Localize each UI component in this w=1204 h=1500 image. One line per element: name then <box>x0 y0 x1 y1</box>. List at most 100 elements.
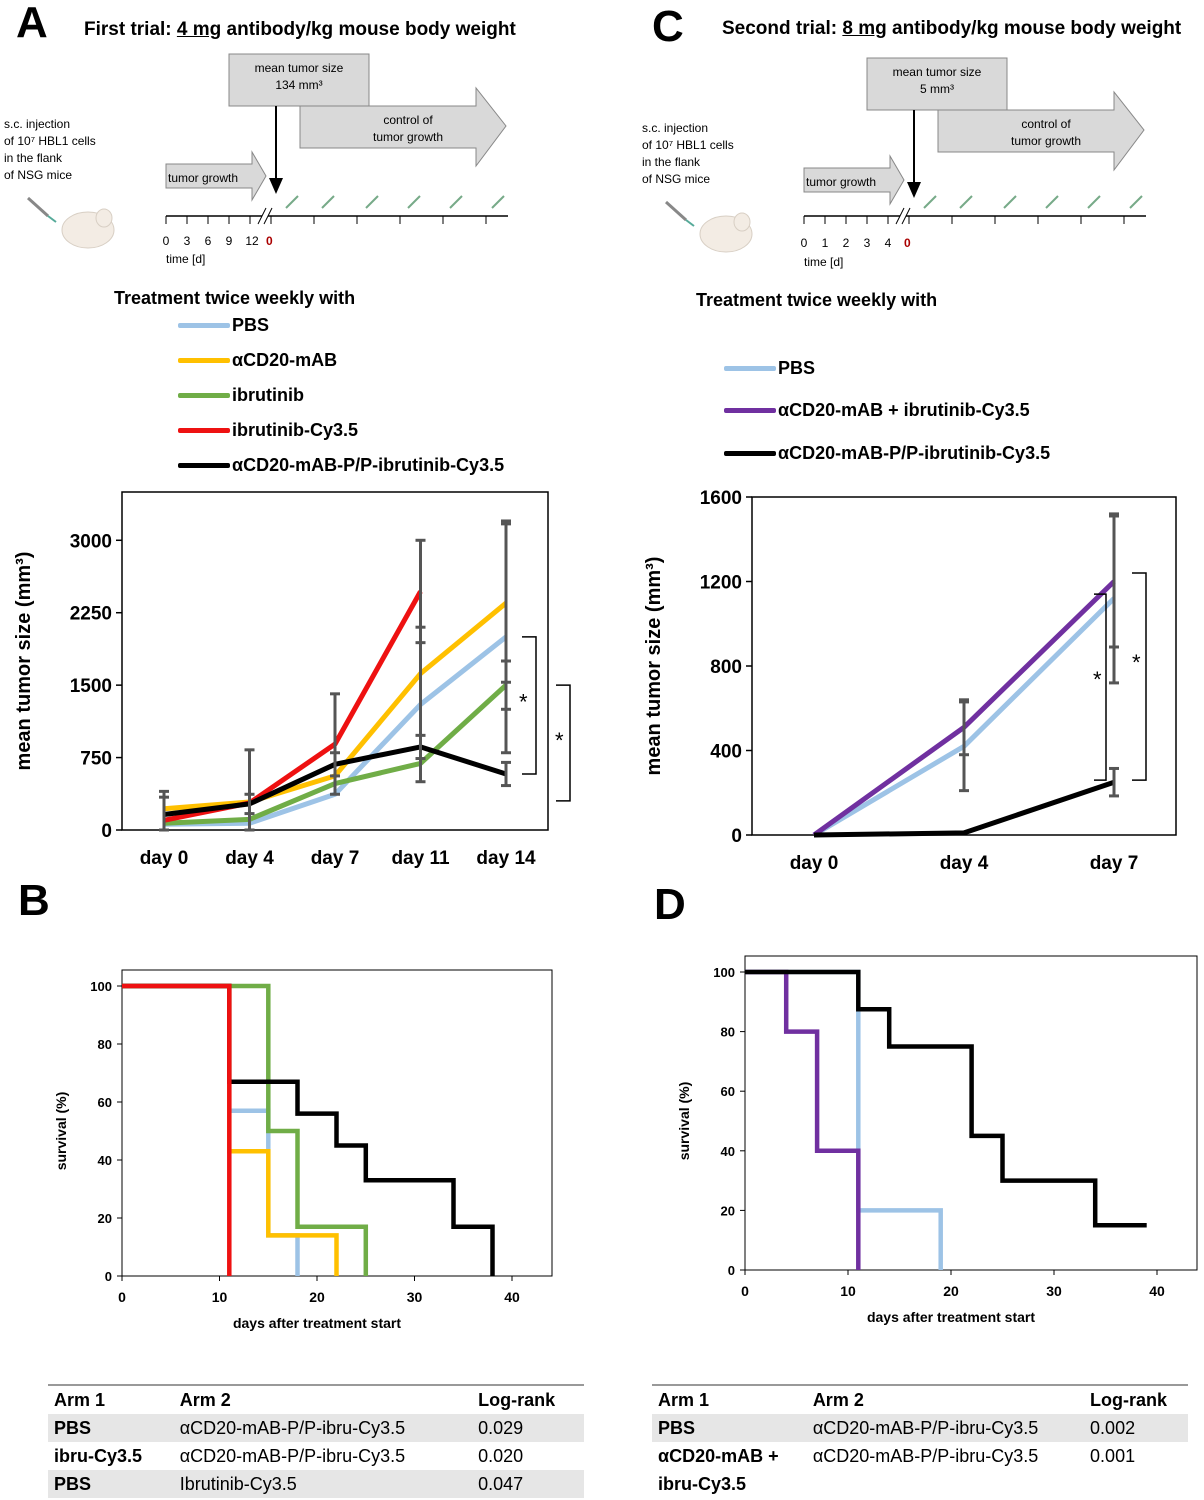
legend-item-acd20: αCD20-mAB <box>178 350 337 371</box>
table-cell: αCD20-mAB-P/P-ibru-Cy3.5 <box>173 1414 473 1442</box>
legend-item-pbs: PBS <box>724 358 815 379</box>
significance-star: * <box>519 689 528 714</box>
y-tick-label: 60 <box>98 1095 112 1110</box>
tick-label: 3 <box>183 234 191 248</box>
table-cell: ibru-Cy3.5 <box>54 1445 143 1466</box>
table-row: PBS αCD20-mAB-P/P-ibru-Cy3.5 0.029 <box>48 1414 584 1442</box>
time-axis-label: time [d] <box>166 252 206 266</box>
table-row: PBS αCD20-mAB-P/P-ibru-Cy3.5 0.002 <box>652 1414 1188 1442</box>
table-cell: ibru-Cy3.5 <box>658 1473 747 1494</box>
legend-item-ibrutinib-cy: ibrutinib-Cy3.5 <box>178 420 358 441</box>
table-cell <box>1084 1470 1188 1498</box>
legend-swatch <box>178 463 230 468</box>
x-tick-label: day 0 <box>140 848 189 869</box>
treatment-heading-a: Treatment twice weekly with <box>114 288 356 308</box>
column-header: Arm 1 <box>48 1384 174 1414</box>
y-tick-label: 2250 <box>70 604 112 625</box>
legend-swatch <box>178 393 230 398</box>
injection-text: s.c. injection of 10⁷ HBL1 cells in the f… <box>4 117 96 182</box>
control-arrow-label: control of tumor growth <box>1010 117 1082 148</box>
x-tick-label: 30 <box>1046 1283 1062 1299</box>
significance-star: * <box>555 728 564 753</box>
trial-a-title: First trial: 4 mg antibody/kg mouse body… <box>84 19 516 40</box>
table-cell: 0.001 <box>1090 1445 1136 1466</box>
significance-star: * <box>1093 667 1102 692</box>
x-tick-label: 20 <box>309 1289 325 1305</box>
mean-size-box: mean tumor size 134 mm³ <box>254 61 344 92</box>
tick-label: 4 <box>884 236 892 250</box>
legend-item-combo: αCD20-mAB + ibrutinib-Cy3.5 <box>724 400 1030 421</box>
y-tick-label: 3000 <box>70 531 112 552</box>
mean-size-box: mean tumor size 5 mm³ <box>892 65 982 96</box>
series-line--cd20-mab-p-p-ibrutinib-cy3-5 <box>813 779 1115 838</box>
tick-label: 3 <box>863 236 871 250</box>
plot-frame <box>744 955 1198 1271</box>
tick-label: 6 <box>204 234 212 248</box>
legend-item-conjugate: αCD20-mAB-P/P-ibrutinib-Cy3.5 <box>178 455 504 476</box>
syringe-icons <box>285 195 505 209</box>
table-row: αCD20-mAB + αCD20-mAB-P/P-ibru-Cy3.5 0.0… <box>652 1442 1188 1470</box>
x-tick-label: 0 <box>741 1283 749 1299</box>
significance-star: * <box>1132 650 1141 675</box>
x-tick-label: day 14 <box>476 848 536 869</box>
log-rank-table-d: Arm 1 Arm 2 Log-rank PBS αCD20-mAB-P/P-i… <box>652 1384 1188 1498</box>
legend-swatch <box>178 323 230 328</box>
table-cell: αCD20-mAB-P/P-ibru-Cy3.5 <box>806 1414 1085 1442</box>
survival-line--cd20-mab-p-p-ibrutinib-cy3-5 <box>122 983 495 1276</box>
survival-chart-d: 0 20 40 60 80 100 0 10 20 30 40 days after treatmen… <box>676 955 1198 1325</box>
column-header: Arm 1 <box>652 1384 807 1414</box>
y-tick-label: 80 <box>721 1025 735 1040</box>
y-tick-label: 100 <box>90 979 112 994</box>
table-cell: αCD20-mAB-P/P-ibru-Cy3.5 <box>179 1445 406 1466</box>
legend-swatch <box>724 366 776 371</box>
x-axis-label: days after treatment start <box>867 1309 1035 1325</box>
table-row: ibru-Cy3.5 <box>652 1470 1188 1498</box>
table-cell: PBS <box>652 1414 807 1442</box>
legend-item-pbs: PBS <box>178 315 269 336</box>
table-cell: 0.020 <box>478 1445 524 1466</box>
y-tick-label: 400 <box>710 742 742 763</box>
tick-label: 9 <box>225 234 233 248</box>
y-tick-label: 800 <box>710 657 742 678</box>
scheme-c-graphic <box>664 57 1146 253</box>
y-tick-label: 20 <box>98 1211 112 1226</box>
legend-item-ibrutinib: ibrutinib <box>178 385 304 406</box>
legend-swatch <box>724 451 776 456</box>
table-row: ibru-Cy3.5 αCD20-mAB-P/P-ibru-Cy3.5 0.02… <box>48 1442 584 1470</box>
y-tick-label: 750 <box>80 749 112 770</box>
y-tick-label: 20 <box>721 1203 735 1218</box>
y-tick-label: 60 <box>721 1084 735 1099</box>
trial-c-title: Second trial: 8 mg antibody/kg mouse bod… <box>722 18 1182 39</box>
time-axis-label: time [d] <box>804 255 844 269</box>
table-cell: 0.002 <box>1084 1414 1188 1442</box>
table-cell: αCD20-mAB + <box>658 1445 779 1466</box>
tumor-size-chart-a: 0 750 1500 2250 3000 day 0 day 4 day 7 day 11 day… <box>13 491 571 869</box>
tumor-growth-label: tumor growth <box>168 171 239 185</box>
survival-line-pbs <box>745 969 943 1270</box>
survival-line--cd20-mab-ibrutinib-cy3-5 <box>745 969 861 1270</box>
significance-bracket <box>556 684 571 802</box>
table-cell: Ibrutinib-Cy3.5 <box>173 1470 473 1498</box>
plot-frame <box>121 491 549 831</box>
tick-label: 2 <box>842 236 850 250</box>
y-tick-label: 80 <box>98 1037 112 1052</box>
table-cell: PBS <box>48 1414 174 1442</box>
panel-letter-c: C <box>652 2 684 51</box>
scheme-a-graphic <box>26 53 508 249</box>
x-tick-label: day 4 <box>940 853 989 874</box>
scheme-a: s.c. injection of 10⁷ HBL1 cells in the f… <box>0 50 560 280</box>
x-tick-label: 40 <box>1149 1283 1165 1299</box>
y-tick-label: 0 <box>731 826 742 847</box>
table-cell <box>807 1470 1084 1498</box>
treatment-heading-c: Treatment twice weekly with <box>696 290 938 310</box>
mouse-icon <box>664 200 753 253</box>
tumor-size-chart-c: 0 400 800 1200 1600 day 0 day 4 day 7 mean tumor… <box>643 488 1177 874</box>
y-tick-label: 0 <box>728 1263 735 1278</box>
x-tick-label: 30 <box>407 1289 423 1305</box>
panel-letter-a: A <box>16 0 48 47</box>
x-tick-label: day 0 <box>790 853 839 874</box>
injection-text: s.c. injection of 10⁷ HBL1 cells in the f… <box>642 121 734 186</box>
table-cell: PBS <box>48 1470 174 1498</box>
table-cell: αCD20-mAB-P/P-ibru-Cy3.5 <box>812 1445 1039 1466</box>
y-axis-label: survival (%) <box>676 1082 692 1161</box>
